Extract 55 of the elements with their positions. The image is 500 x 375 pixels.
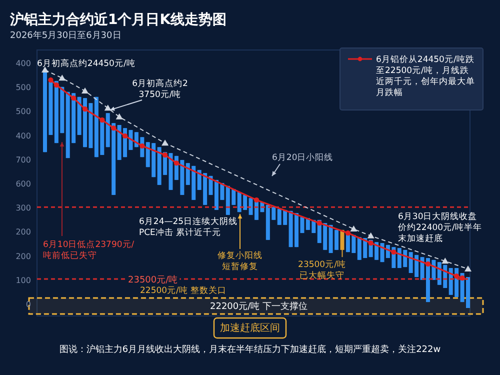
point <box>110 125 116 131</box>
annotation: 100 <box>16 276 31 285</box>
annotation: 22500元/吨 整数关口 <box>140 286 227 296</box>
point <box>350 225 358 232</box>
point <box>42 66 48 72</box>
subtitle: 2026年5月30日至6月30日 <box>10 31 122 41</box>
annotation: 500 <box>16 83 31 92</box>
point <box>316 220 322 226</box>
annotation: 200 <box>16 228 31 237</box>
annotation: 400 <box>16 131 31 140</box>
annotation: 6月20日小阳线 <box>272 153 334 163</box>
point <box>48 77 54 83</box>
band-label: 22200元/吨 下一支撑位 <box>210 302 308 312</box>
point <box>367 232 374 238</box>
annotation: 400 <box>16 59 31 68</box>
point <box>82 106 88 112</box>
point <box>345 230 351 236</box>
point <box>140 143 145 149</box>
annotation: 6月10日低点23790元/吨前低已失守 <box>43 240 134 261</box>
point <box>82 87 89 94</box>
point <box>54 82 60 88</box>
point <box>162 140 169 146</box>
annotation: 6月初高点约23750元/吨 <box>132 79 188 100</box>
point <box>116 113 123 120</box>
point <box>368 240 374 246</box>
annotation: 6月24—25日连续大阴线PCE冲击 累计近千元 <box>139 217 238 238</box>
annotation: 修复小阳线短暂修复 <box>218 251 262 272</box>
title: 沪铝主力合约近1个月日K线走势图 <box>10 12 227 28</box>
point <box>104 104 112 111</box>
annotation: 200 <box>16 252 31 261</box>
annotation: 6月初高点约24450元/吨 <box>37 59 136 69</box>
annotation: 0 <box>26 300 31 309</box>
annotation: 加速赶底区间 <box>220 323 280 334</box>
point <box>425 261 431 267</box>
annotation: 600 <box>16 180 31 188</box>
point <box>70 95 76 101</box>
legend-text: 6月铝价从24450元/吨跌至22500元/吨，月线跌近两千元，创年内最大单月跌幅 <box>376 55 475 98</box>
annotation: 6月30日大阴线收盘价约22400元/吨半年末加速赶底 <box>398 212 482 244</box>
point <box>460 275 465 281</box>
annotation: 23500元/吨已大幅失守 <box>298 260 346 281</box>
point <box>464 265 472 272</box>
point <box>100 117 105 123</box>
point <box>58 74 66 81</box>
point <box>391 249 396 255</box>
annotation: 700 <box>16 155 31 164</box>
ref-label: 23500元/吨 <box>128 275 178 286</box>
point <box>454 274 460 279</box>
point <box>254 197 260 203</box>
annotation: 300 <box>16 204 31 213</box>
point <box>122 133 128 139</box>
annotation: 500 <box>16 107 31 116</box>
annotation: 图说：沪铝主力6月月线收出大阴线，月末在半年结压力下加速赶底，短期严重超卖，关注222w <box>59 345 441 355</box>
point <box>442 258 449 264</box>
point <box>162 152 168 158</box>
point <box>174 160 180 166</box>
